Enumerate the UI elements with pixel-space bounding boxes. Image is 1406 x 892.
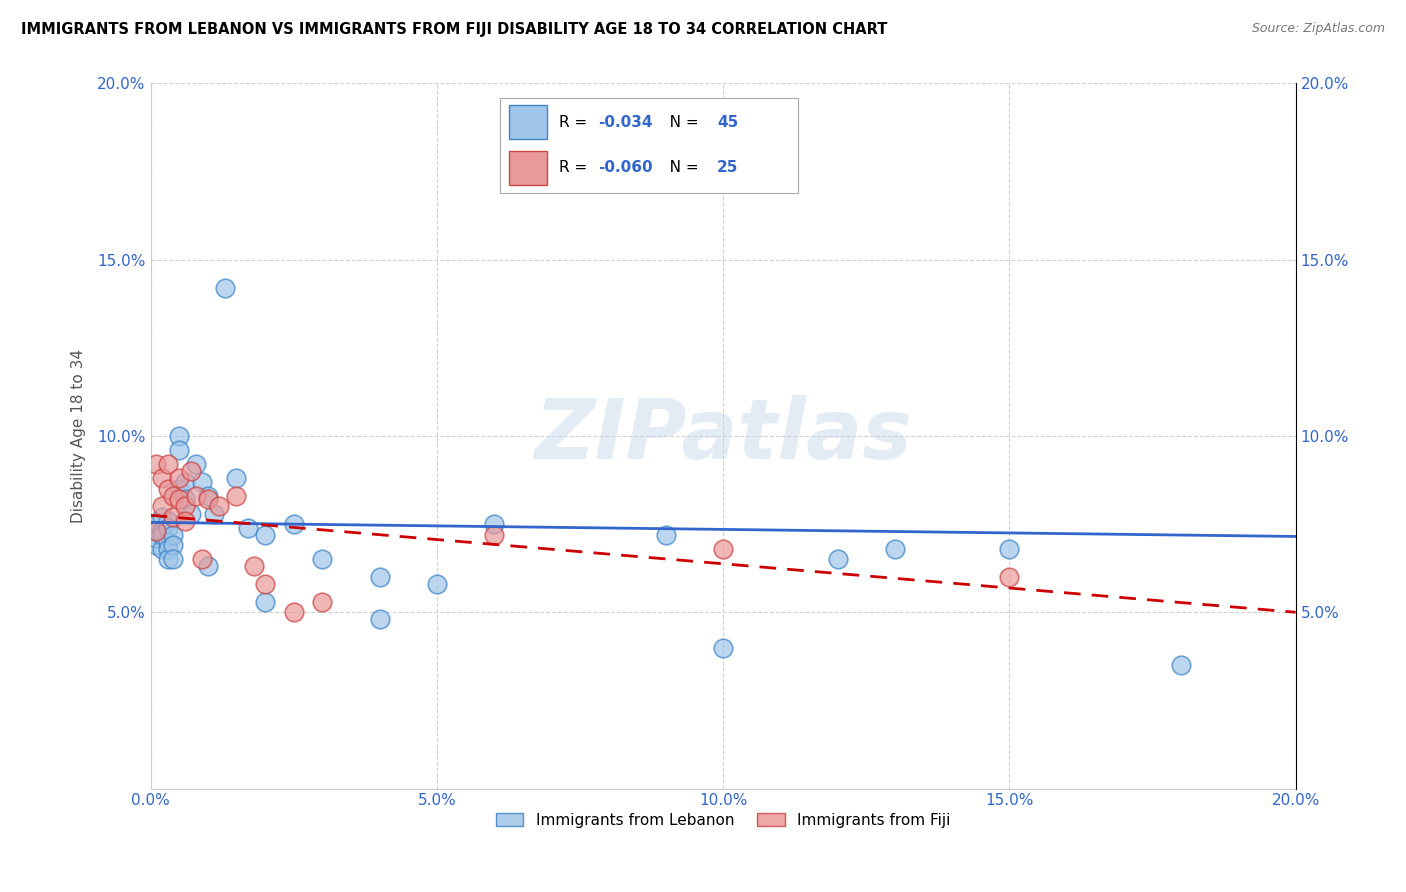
Point — [150, 510, 173, 524]
Y-axis label: Disability Age 18 to 34: Disability Age 18 to 34 — [72, 349, 86, 523]
Point — [186, 489, 208, 503]
Point — [174, 514, 197, 528]
Point — [225, 471, 247, 485]
Point — [162, 510, 184, 524]
Point — [162, 552, 184, 566]
Point — [150, 500, 173, 514]
Point — [145, 517, 167, 532]
Text: Source: ZipAtlas.com: Source: ZipAtlas.com — [1251, 22, 1385, 36]
Point — [162, 527, 184, 541]
Point — [156, 552, 179, 566]
Point — [197, 492, 219, 507]
Point — [156, 457, 179, 471]
Point — [180, 464, 202, 478]
Point — [368, 612, 391, 626]
Point — [242, 559, 264, 574]
Point — [225, 489, 247, 503]
Point — [482, 527, 505, 541]
Point — [254, 577, 277, 591]
Point — [145, 524, 167, 538]
Point — [167, 492, 190, 507]
Point — [145, 457, 167, 471]
Point — [150, 471, 173, 485]
Point — [311, 595, 333, 609]
Point — [167, 429, 190, 443]
Point — [208, 500, 231, 514]
Point — [998, 541, 1021, 556]
Point — [186, 457, 208, 471]
Point — [191, 475, 214, 489]
Point — [156, 482, 179, 496]
Point — [162, 489, 184, 503]
Point — [202, 507, 225, 521]
Text: IMMIGRANTS FROM LEBANON VS IMMIGRANTS FROM FIJI DISABILITY AGE 18 TO 34 CORRELAT: IMMIGRANTS FROM LEBANON VS IMMIGRANTS FR… — [21, 22, 887, 37]
Point — [150, 527, 173, 541]
Point — [156, 534, 179, 549]
Point — [145, 524, 167, 538]
Point — [174, 500, 197, 514]
Point — [1170, 658, 1192, 673]
Point — [426, 577, 449, 591]
Point — [283, 517, 305, 532]
Point — [283, 605, 305, 619]
Point — [311, 552, 333, 566]
Point — [156, 521, 179, 535]
Point — [162, 538, 184, 552]
Point — [482, 517, 505, 532]
Point — [883, 541, 905, 556]
Point — [174, 475, 197, 489]
Point — [150, 541, 173, 556]
Point — [711, 640, 734, 655]
Point — [197, 559, 219, 574]
Point — [998, 570, 1021, 584]
Point — [711, 164, 734, 178]
Point — [254, 595, 277, 609]
Point — [174, 492, 197, 507]
Point — [236, 521, 259, 535]
Point — [655, 527, 678, 541]
Point — [167, 443, 190, 458]
Point — [156, 514, 179, 528]
Point — [167, 482, 190, 496]
Point — [711, 541, 734, 556]
Point — [191, 552, 214, 566]
Point — [145, 538, 167, 552]
Text: ZIPatlas: ZIPatlas — [534, 395, 912, 476]
Legend: Immigrants from Lebanon, Immigrants from Fiji: Immigrants from Lebanon, Immigrants from… — [489, 806, 956, 834]
Point — [150, 524, 173, 538]
Point — [368, 570, 391, 584]
Point — [827, 552, 849, 566]
Point — [197, 489, 219, 503]
Point — [214, 281, 236, 295]
Point — [180, 507, 202, 521]
Point — [254, 527, 277, 541]
Point — [145, 531, 167, 545]
Point — [167, 471, 190, 485]
Point — [156, 541, 179, 556]
